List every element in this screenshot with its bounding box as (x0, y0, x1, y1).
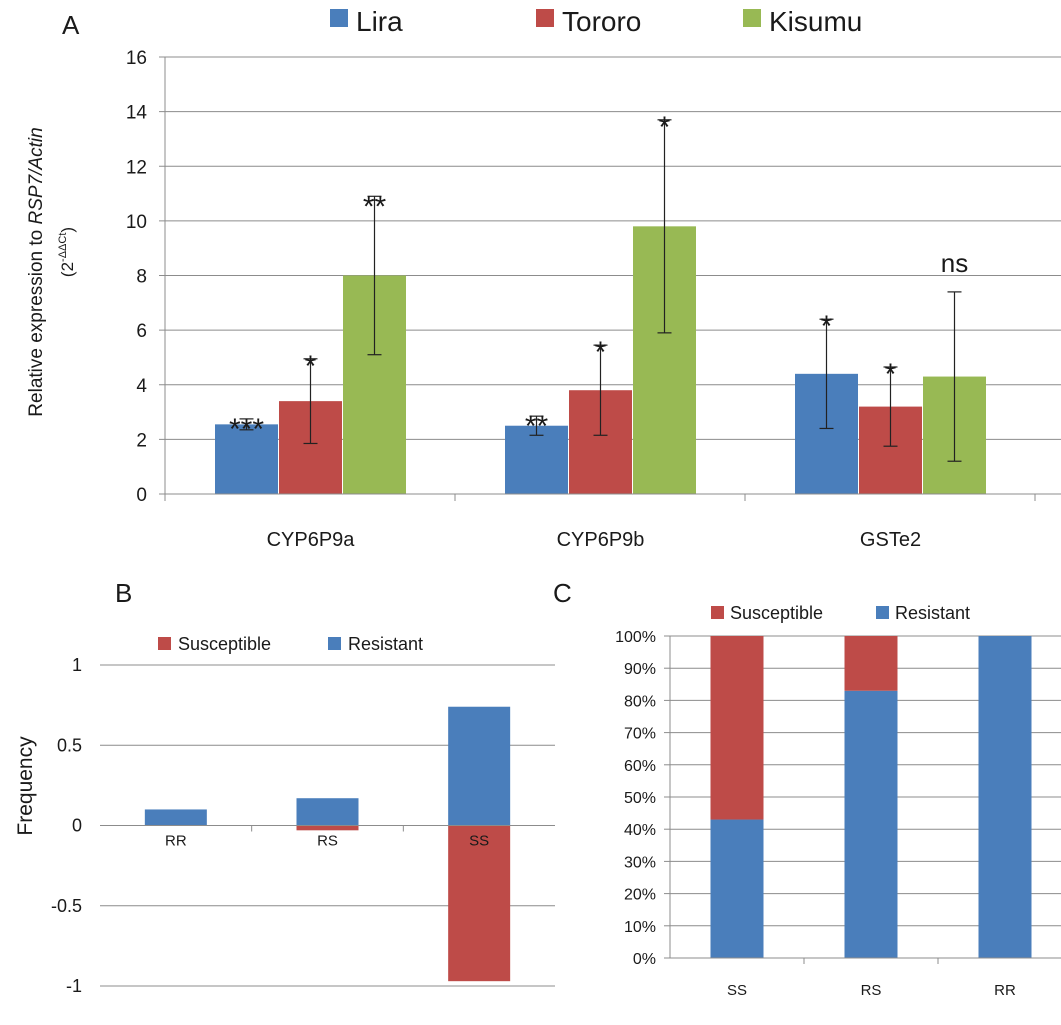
bar-resistant (710, 819, 764, 958)
legend-label-kisumu: Kisumu (769, 6, 862, 37)
legend-label-susceptible: Susceptible (730, 603, 823, 623)
y-tick-label: 12 (126, 157, 147, 178)
y-tick-label: 8 (136, 267, 147, 288)
bar-resistant (844, 690, 898, 958)
y-tick-label: 0.5 (57, 735, 82, 755)
panel-c-bars (710, 636, 1032, 958)
bar (144, 809, 207, 826)
panel-b-bars (144, 706, 511, 982)
legend-swatch-kisumu (743, 9, 761, 27)
y-tick-label: 0% (633, 951, 656, 968)
legend-label-tororo: Tororo (562, 6, 641, 37)
y-tick-label: 70% (624, 726, 656, 743)
panel-a-legend: Lira Tororo Kisumu (330, 6, 862, 37)
panel-b: B Susceptible Resistant -1 -0.5 0 0.5 1 RR RS… (14, 578, 555, 996)
significance-label: ** (525, 410, 549, 443)
x-category-label: GSTe2 (860, 529, 921, 551)
bar-susceptible (844, 636, 898, 691)
panel-a-gridlines (165, 56, 1061, 440)
panel-a-bars (215, 226, 986, 494)
legend-label-resistant: Resistant (348, 634, 423, 654)
y-tick-label: 0 (136, 485, 147, 506)
y-tick-label: 6 (136, 321, 147, 342)
y-tick-label: 10 (126, 212, 147, 233)
y-tick-label: 50% (624, 790, 656, 807)
x-category-label: RS (317, 833, 338, 850)
significance-label: *** (229, 413, 264, 446)
bar (296, 825, 359, 831)
panel-a-x-axis (164, 57, 1061, 501)
significance-label: * (659, 111, 671, 144)
panel-c: C Susceptible Resistant 0% 10% 20% 30% 40% 50… (553, 578, 1061, 999)
panel-c-axes (669, 636, 1061, 964)
bar-susceptible (710, 636, 764, 820)
bar (215, 424, 278, 494)
y-tick-label: -1 (66, 976, 82, 996)
panel-b-category-labels: RR RS SS (165, 833, 489, 850)
y-tick-label: 40% (624, 822, 656, 839)
panel-b-y-ticks: -1 -0.5 0 0.5 1 (51, 655, 82, 996)
panel-b-y-axis-title: Frequency (14, 736, 37, 836)
y-tick-label: 10% (624, 919, 656, 936)
x-category-label: CYP6P9b (557, 529, 645, 551)
x-category-label: SS (727, 982, 747, 999)
y-tick-label: 80% (624, 693, 656, 710)
y-tick-label: 100% (615, 629, 656, 646)
panel-b-letter: B (115, 578, 132, 608)
panel-a-y-axis-title: Relative expression to RSP7/Actin (26, 127, 47, 416)
x-category-label: RR (165, 833, 187, 850)
y-tick-label: 0 (72, 816, 82, 836)
bar-resistant (978, 636, 1032, 958)
panel-a-y-axis-formula: (2-ΔΔCt) (57, 227, 77, 277)
bar (448, 825, 511, 982)
y-tick-label: 60% (624, 758, 656, 775)
significance-label: ** (363, 190, 387, 223)
y-tick-label: 2 (136, 430, 147, 451)
y-tick-label: 16 (126, 48, 147, 69)
panel-c-legend: Susceptible Resistant (711, 603, 970, 623)
y-tick-label: -0.5 (51, 896, 82, 916)
panel-a-category-labels: CYP6P9a CYP6P9b GSTe2 (267, 529, 922, 551)
significance-label: * (305, 350, 317, 383)
panel-a-significance-labels: ************ns (229, 111, 968, 446)
significance-label: * (821, 310, 833, 343)
legend-swatch-tororo (536, 9, 554, 27)
legend-swatch-resistant (328, 637, 341, 650)
legend-swatch-lira (330, 9, 348, 27)
panel-c-category-labels: SS RS RR (727, 982, 1016, 999)
y-tick-label: 1 (72, 655, 82, 675)
panel-b-zero-axis (100, 825, 555, 832)
legend-label-resistant: Resistant (895, 603, 970, 623)
x-category-label: RR (994, 982, 1016, 999)
bar (448, 706, 511, 826)
bar (505, 425, 568, 494)
x-category-label: CYP6P9a (267, 529, 356, 551)
panel-a-y-ticks: 0 2 4 6 8 10 12 14 16 (126, 48, 165, 506)
legend-swatch-susceptible (711, 606, 724, 619)
legend-swatch-resistant (876, 606, 889, 619)
panel-b-legend: Susceptible Resistant (158, 634, 423, 654)
panel-c-letter: C (553, 578, 572, 608)
y-tick-label: 20% (624, 887, 656, 904)
y-tick-label: 14 (126, 103, 148, 124)
bar (296, 798, 359, 826)
x-category-label: RS (861, 982, 882, 999)
panel-a-error-bars (239, 119, 962, 462)
y-tick-label: 30% (624, 854, 656, 871)
significance-label: * (595, 336, 607, 369)
legend-swatch-susceptible (158, 637, 171, 650)
y-tick-label: 4 (136, 376, 147, 397)
legend-label-lira: Lira (356, 6, 403, 37)
significance-label: ns (941, 248, 968, 278)
y-tick-label: 90% (624, 661, 656, 678)
legend-label-susceptible: Susceptible (178, 634, 271, 654)
significance-label: * (885, 358, 897, 391)
panel-c-y-ticks: 0% 10% 20% 30% 40% 50% 60% 70% 80% 90% 100% (615, 629, 670, 968)
panel-a-letter: A (62, 10, 80, 40)
x-category-label: SS (469, 833, 489, 850)
